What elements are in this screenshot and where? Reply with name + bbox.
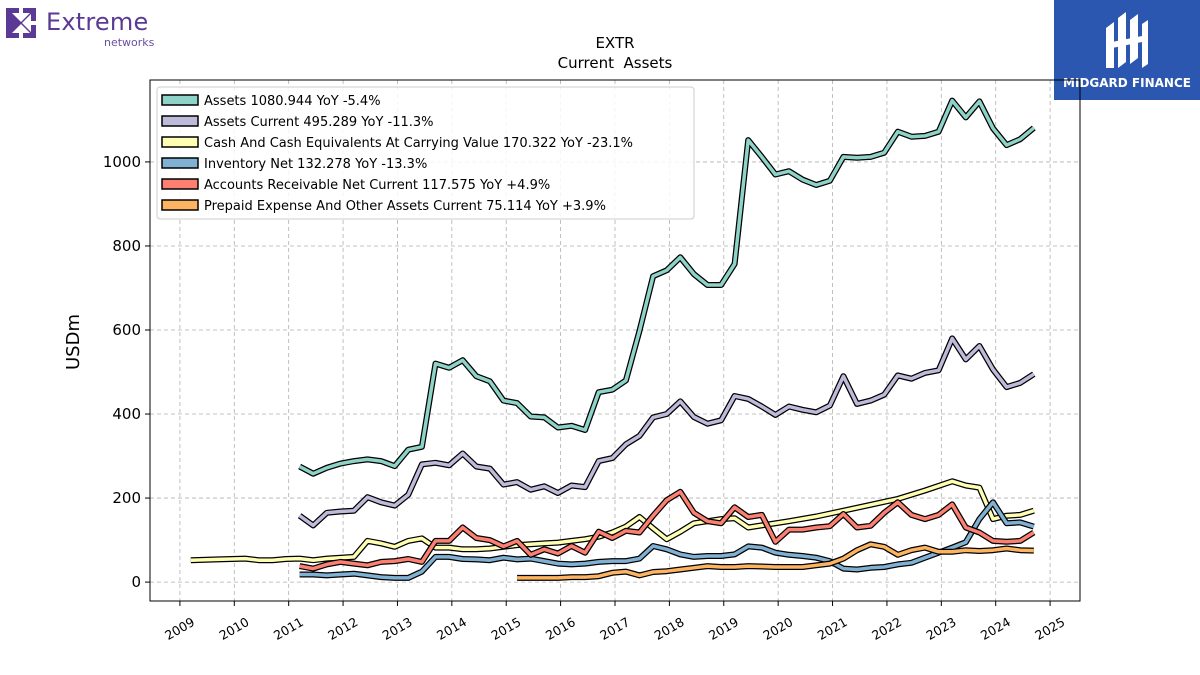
x-tick-label: 2023 (924, 614, 959, 643)
series-line-2 (190, 478, 1035, 564)
y-axis-label: USDm (63, 314, 84, 370)
series-line-3 (299, 499, 1035, 581)
y-tick-label: 600 (112, 321, 141, 339)
extreme-logo-icon (6, 8, 36, 38)
y-tick-label: 400 (112, 405, 141, 423)
series-line-1 (297, 335, 1036, 529)
series-stroke (299, 500, 1035, 580)
x-tick-label: 2012 (325, 614, 360, 643)
legend-label: Assets Current 495.289 YoY -11.3% (204, 115, 434, 130)
legend-entry: Assets 1080.944 YoY -5.4% (161, 94, 381, 109)
x-tick-label: 2010 (217, 614, 252, 643)
x-tick-label: 2013 (380, 614, 415, 643)
series-stroke (299, 490, 1035, 571)
right-logo-text: MIDGARD FINANCE (1063, 76, 1191, 90)
x-tick-label: 2019 (706, 614, 741, 643)
y-tick-label: 800 (112, 237, 141, 255)
legend-swatch (161, 178, 199, 190)
series-stroke (298, 336, 1035, 528)
y-tick-label: 1000 (103, 153, 141, 171)
series-line-0 (298, 97, 1036, 477)
x-tick-label: 2021 (815, 614, 850, 643)
series-stroke (298, 98, 1035, 476)
legend-entry: Prepaid Expense And Other Assets Current… (161, 199, 606, 214)
x-tick-label: 2014 (434, 614, 469, 643)
legend-label: Prepaid Expense And Other Assets Current… (204, 199, 606, 214)
legend-swatch (161, 199, 199, 211)
legend-label: Assets 1080.944 YoY -5.4% (204, 94, 381, 109)
legend-label: Inventory Net 132.278 YoY -13.3% (204, 157, 427, 172)
axis-ticks: 2009 2010 2011 2012 2013 2014 2015 2016 2017 2018… (103, 153, 1068, 643)
x-tick-label: 2022 (869, 614, 904, 643)
x-tick-label: 2015 (488, 614, 523, 643)
left-logo-sub: networks (104, 36, 155, 49)
left-logo-text: Extreme (46, 8, 149, 36)
legend-swatch (161, 115, 199, 127)
legend-label: Accounts Receivable Net Current 117.575 … (204, 178, 550, 193)
x-tick-label: 2025 (1032, 614, 1067, 643)
y-tick-label: 200 (112, 489, 141, 507)
midgard-logo-icon (1106, 12, 1148, 68)
legend-swatch (161, 94, 199, 106)
x-tick-label: 2017 (597, 614, 632, 643)
extreme-networks-logo: Extreme networks (4, 4, 174, 49)
chart-title: EXTR (595, 34, 634, 52)
legend-entry: Accounts Receivable Net Current 117.575 … (161, 178, 550, 193)
legend-swatch (161, 136, 199, 148)
series-line-4 (299, 488, 1036, 572)
y-tick-label: 0 (131, 573, 141, 591)
chart-subtitle: Current Assets (558, 54, 673, 72)
x-tick-label: 2020 (760, 614, 795, 643)
series-stroke (517, 542, 1034, 580)
legend: Assets 1080.944 YoY -5.4% Assets Current … (156, 86, 695, 220)
series-stroke (190, 479, 1035, 562)
x-tick-label: 2024 (978, 614, 1013, 643)
midgard-finance-logo: MIDGARD FINANCE (1054, 0, 1200, 100)
legend-entry: Inventory Net 132.278 YoY -13.3% (161, 157, 427, 172)
series-line-5 (517, 541, 1034, 581)
x-tick-label: 2016 (543, 614, 578, 643)
legend-entry: Assets Current 495.289 YoY -11.3% (161, 115, 434, 130)
legend-entry: Cash And Cash Equivalents At Carrying Va… (161, 136, 633, 151)
legend-swatch (161, 157, 199, 169)
x-tick-label: 2011 (271, 614, 306, 643)
x-tick-label: 2009 (162, 614, 197, 643)
legend-box (156, 86, 695, 220)
series-lines (190, 97, 1036, 581)
x-tick-label: 2018 (652, 614, 687, 643)
legend-label: Cash And Cash Equivalents At Carrying Va… (204, 136, 633, 151)
